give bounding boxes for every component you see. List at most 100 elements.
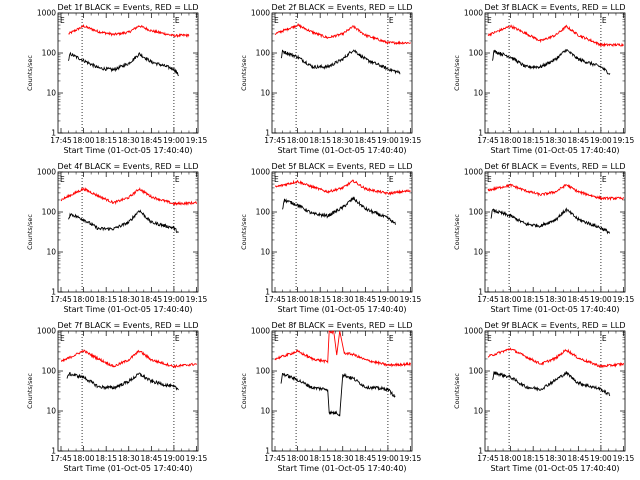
marker-label-left: E <box>60 334 65 343</box>
x-tick-label: 18:30 <box>118 295 140 304</box>
x-tick-label: 18:45 <box>355 454 377 463</box>
marker-label-right: E <box>602 175 607 184</box>
x-tick-label: 18:45 <box>141 136 163 145</box>
y-tick-label: 1000 <box>464 9 483 18</box>
x-tick-label: 19:00 <box>163 136 185 145</box>
marker-label-right: E <box>389 334 394 343</box>
x-tick-label: 17:45 <box>477 136 499 145</box>
panel-title: Det 5f BLACK = Events, RED = LLD <box>271 162 412 171</box>
x-tick-label: 18:00 <box>287 136 309 145</box>
y-tick-label: 10 <box>46 89 56 98</box>
x-tick-label: 18:30 <box>118 454 140 463</box>
marker-label-left: E <box>487 16 492 25</box>
y-tick-label: 10 <box>473 89 483 98</box>
x-tick-label: 17:45 <box>477 454 499 463</box>
x-tick-label: 17:45 <box>264 295 286 304</box>
x-tick-label: 17:45 <box>264 136 286 145</box>
y-tick-label: 100 <box>469 208 484 217</box>
plot-frame <box>271 330 413 452</box>
x-tick-label: 18:00 <box>500 454 522 463</box>
x-tick-label: 19:15 <box>186 136 208 145</box>
y-tick-label: 1000 <box>37 9 56 18</box>
x-tick-label: 19:15 <box>613 295 635 304</box>
x-tick-label: 19:00 <box>590 136 612 145</box>
x-axis-label: Start Time (01-Oct-05 17:40:40) <box>63 464 192 473</box>
y-tick-label: 1000 <box>251 327 270 336</box>
x-tick-label: 19:00 <box>377 295 399 304</box>
lld-series-line <box>68 23 190 38</box>
events-series-line <box>490 207 610 235</box>
x-tick-label: 18:45 <box>141 454 163 463</box>
y-tick-label: 10 <box>46 407 56 416</box>
y-tick-label: 10 <box>473 248 483 257</box>
x-tick-label: 18:00 <box>73 454 95 463</box>
plot-frame <box>57 12 199 134</box>
x-tick-label: 19:00 <box>377 454 399 463</box>
panel-title: Det 3f BLACK = Events, RED = LLD <box>484 3 625 12</box>
x-tick-label: 19:15 <box>400 295 422 304</box>
y-tick-label: 100 <box>42 208 57 217</box>
x-tick-label: 19:15 <box>186 295 208 304</box>
x-tick-label: 18:15 <box>95 454 117 463</box>
y-tick-label: 1 <box>265 447 270 456</box>
y-axis-label: Counts/sec <box>240 373 248 409</box>
y-tick-label: 10 <box>260 248 270 257</box>
x-tick-label: 18:15 <box>522 454 544 463</box>
panel-title: Det 6f BLACK = Events, RED = LLD <box>484 162 625 171</box>
x-tick-label: 18:30 <box>332 454 354 463</box>
marker-label-left: E <box>487 334 492 343</box>
x-tick-label: 18:45 <box>355 136 377 145</box>
y-tick-label: 10 <box>473 407 483 416</box>
plot-frame <box>57 330 199 452</box>
x-tick-label: 18:30 <box>332 295 354 304</box>
x-tick-label: 18:00 <box>287 295 309 304</box>
y-tick-label: 1000 <box>251 168 270 177</box>
x-tick-label: 17:45 <box>50 136 72 145</box>
panel-title: Det 4f BLACK = Events, RED = LLD <box>57 162 198 171</box>
x-tick-label: 19:15 <box>613 454 635 463</box>
marker-label-left: E <box>60 175 65 184</box>
x-axis-label: Start Time (01-Oct-05 17:40:40) <box>63 305 192 314</box>
events-series-line <box>68 209 179 233</box>
y-tick-label: 100 <box>256 49 271 58</box>
y-tick-label: 1 <box>51 447 56 456</box>
y-tick-label: 1 <box>265 129 270 138</box>
marker-label-right: E <box>175 334 180 343</box>
lld-series-line <box>487 347 624 369</box>
marker-label-left: E <box>60 16 65 25</box>
x-tick-label: 17:45 <box>477 295 499 304</box>
x-tick-label: 18:30 <box>545 454 567 463</box>
y-tick-label: 100 <box>469 367 484 376</box>
events-series-line <box>492 370 611 397</box>
x-tick-label: 18:15 <box>309 136 331 145</box>
y-axis-label: Counts/sec <box>26 55 34 91</box>
y-tick-label: 1 <box>478 288 483 297</box>
marker-label-left: E <box>487 175 492 184</box>
y-tick-label: 100 <box>42 367 57 376</box>
plot-frame <box>57 171 199 293</box>
y-tick-label: 1000 <box>464 168 483 177</box>
x-tick-label: 19:00 <box>590 454 612 463</box>
events-series-line <box>492 48 611 75</box>
lld-series-line <box>274 179 411 196</box>
x-tick-label: 19:00 <box>377 136 399 145</box>
x-tick-label: 17:45 <box>264 454 286 463</box>
y-tick-label: 100 <box>42 49 57 58</box>
marker-label-left: E <box>274 334 279 343</box>
y-tick-label: 1000 <box>37 327 56 336</box>
y-tick-label: 1 <box>478 447 483 456</box>
y-axis-label: Counts/sec <box>240 214 248 250</box>
x-tick-label: 19:00 <box>163 454 185 463</box>
y-tick-label: 1 <box>265 288 270 297</box>
y-tick-label: 1 <box>478 129 483 138</box>
x-tick-label: 18:15 <box>95 295 117 304</box>
x-tick-label: 18:15 <box>309 454 331 463</box>
x-axis-label: Start Time (01-Oct-05 17:40:40) <box>490 464 619 473</box>
x-tick-label: 18:00 <box>500 136 522 145</box>
x-tick-label: 19:00 <box>590 295 612 304</box>
y-axis-label: Counts/sec <box>453 373 461 409</box>
y-tick-label: 1 <box>51 129 56 138</box>
lld-series-line <box>274 330 411 368</box>
x-tick-label: 19:00 <box>163 295 185 304</box>
